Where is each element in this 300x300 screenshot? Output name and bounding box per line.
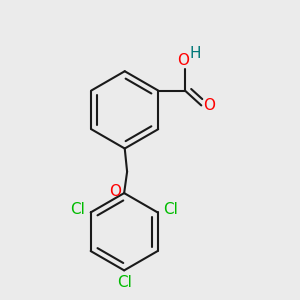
Text: O: O: [109, 184, 121, 200]
Text: O: O: [178, 53, 190, 68]
Text: Cl: Cl: [70, 202, 85, 217]
Text: H: H: [190, 46, 201, 61]
Text: O: O: [204, 98, 216, 113]
Text: Cl: Cl: [117, 275, 132, 290]
Text: Cl: Cl: [164, 202, 178, 217]
